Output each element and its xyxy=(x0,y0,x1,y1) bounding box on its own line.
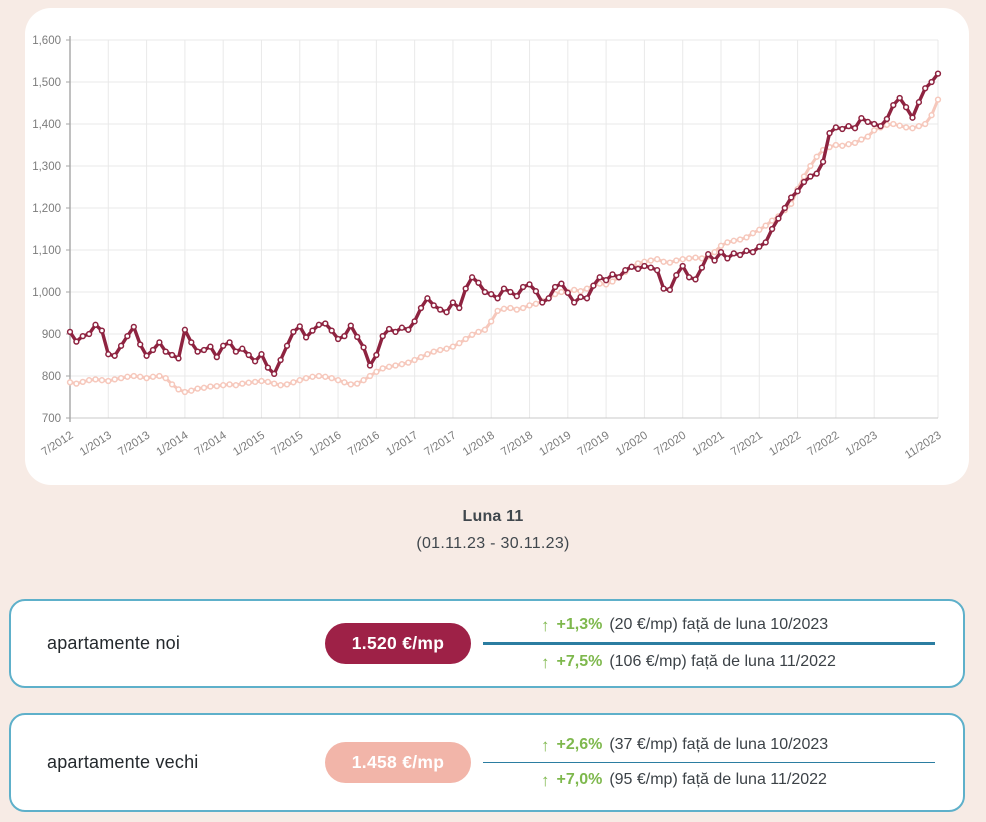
stat-row-yearly: ↑ +7,0% (95 €/mp) față de luna 11/2022 xyxy=(483,763,935,797)
up-arrow-icon: ↑ xyxy=(541,770,550,790)
svg-text:7/2019: 7/2019 xyxy=(576,429,612,458)
svg-text:1,300: 1,300 xyxy=(32,161,61,173)
svg-text:1/2020: 1/2020 xyxy=(614,429,650,458)
card-label: apartamente noi xyxy=(47,633,181,653)
stat-divider xyxy=(483,642,935,645)
svg-text:7/2022: 7/2022 xyxy=(805,429,841,458)
stat-percent: +2,6% xyxy=(556,736,603,753)
stats-block: ↑ +1,3% (20 €/mp) față de luna 10/2023 ↑… xyxy=(483,608,935,679)
svg-text:7/2018: 7/2018 xyxy=(499,429,535,458)
svg-text:7/2020: 7/2020 xyxy=(652,429,688,458)
svg-text:1/2017: 1/2017 xyxy=(384,429,420,458)
svg-text:1,200: 1,200 xyxy=(32,203,61,215)
svg-text:7/2016: 7/2016 xyxy=(346,429,382,458)
stat-description: (20 €/mp) față de luna 10/2023 xyxy=(609,616,829,633)
svg-text:7/2014: 7/2014 xyxy=(193,429,230,459)
svg-text:1/2018: 1/2018 xyxy=(461,429,497,458)
card-apartamente-noi: apartamente noi 1.520 €/mp ↑ +1,3% (20 €… xyxy=(9,599,965,688)
svg-text:1/2019: 1/2019 xyxy=(537,429,573,458)
svg-text:1,000: 1,000 xyxy=(32,287,61,299)
svg-text:7/2017: 7/2017 xyxy=(423,429,459,458)
up-arrow-icon: ↑ xyxy=(541,735,550,755)
svg-text:1/2013: 1/2013 xyxy=(78,429,114,458)
price-badge-vechi: 1.458 €/mp xyxy=(325,742,471,783)
price-evolution-chart-card: 700 800 900 1,000 1,100 1,200 1,300 1,400 1,500 1… xyxy=(25,8,969,485)
card-apartamente-vechi: apartamente vechi 1.458 €/mp ↑ +2,6% (37… xyxy=(9,713,965,812)
svg-text:1/2021: 1/2021 xyxy=(691,429,727,458)
up-arrow-icon: ↑ xyxy=(541,615,550,635)
period-title: Luna 11 xyxy=(462,508,524,525)
svg-text:11/2023: 11/2023 xyxy=(903,429,944,461)
svg-text:7/2012: 7/2012 xyxy=(40,429,76,458)
svg-text:900: 900 xyxy=(42,329,61,341)
svg-text:700: 700 xyxy=(42,413,61,425)
up-arrow-icon: ↑ xyxy=(541,652,550,672)
stat-row-monthly: ↑ +1,3% (20 €/mp) față de luna 10/2023 xyxy=(483,608,935,642)
stat-percent: +1,3% xyxy=(556,616,603,633)
stat-description: (106 €/mp) față de luna 11/2022 xyxy=(609,653,836,670)
svg-text:7/2015: 7/2015 xyxy=(269,429,305,458)
svg-text:1/2023: 1/2023 xyxy=(844,429,880,458)
svg-text:1,600: 1,600 xyxy=(32,35,61,47)
period-date-range: (01.11.23 - 30.11.23) xyxy=(416,535,570,552)
svg-text:7/2021: 7/2021 xyxy=(729,429,765,458)
stat-divider xyxy=(483,762,935,763)
svg-text:1,500: 1,500 xyxy=(32,77,61,89)
svg-text:1,100: 1,100 xyxy=(32,245,61,257)
svg-text:1/2016: 1/2016 xyxy=(308,429,344,458)
svg-text:1/2015: 1/2015 xyxy=(231,429,267,458)
card-label: apartamente vechi xyxy=(47,752,199,772)
stat-description: (95 €/mp) față de luna 11/2022 xyxy=(609,771,827,788)
stat-row-monthly: ↑ +2,6% (37 €/mp) față de luna 10/2023 xyxy=(483,728,935,762)
stat-percent: +7,0% xyxy=(556,771,603,788)
svg-text:7/2013: 7/2013 xyxy=(116,429,152,458)
svg-text:800: 800 xyxy=(42,371,61,383)
stat-percent: +7,5% xyxy=(556,653,603,670)
svg-text:1/2014: 1/2014 xyxy=(154,429,191,459)
stats-block: ↑ +2,6% (37 €/mp) față de luna 10/2023 ↑… xyxy=(483,728,935,797)
price-badge-noi: 1.520 €/mp xyxy=(325,623,471,664)
stat-row-yearly: ↑ +7,5% (106 €/mp) față de luna 11/2022 xyxy=(483,645,935,679)
stat-description: (37 €/mp) față de luna 10/2023 xyxy=(609,736,829,753)
svg-text:1/2022: 1/2022 xyxy=(767,429,803,458)
price-evolution-chart: 700 800 900 1,000 1,100 1,200 1,300 1,400 1,500 1… xyxy=(32,35,944,462)
svg-text:1,400: 1,400 xyxy=(32,119,61,131)
period-info: Luna 11 (01.11.23 - 30.11.23) xyxy=(0,508,986,553)
